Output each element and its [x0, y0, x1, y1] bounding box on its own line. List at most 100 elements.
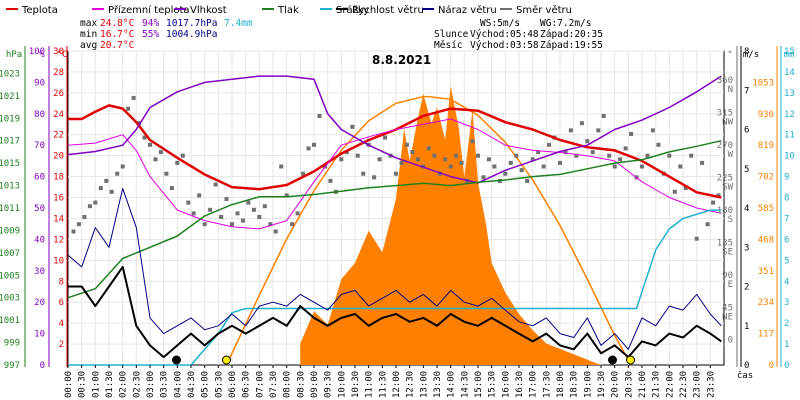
wind-direction-point: [317, 114, 322, 118]
x-tick-label: 23:30: [706, 371, 716, 398]
x-tick-label: 22:00: [665, 371, 675, 398]
wind-direction-tick-label: SE: [722, 247, 733, 257]
x-tick-label: 10:00: [337, 371, 347, 398]
wind-direction-point: [197, 193, 202, 198]
wind-direction-point: [273, 229, 278, 234]
rain-tick-label: 5: [784, 256, 789, 266]
x-tick-label: 14:00: [447, 371, 457, 398]
sun-event-marker: [626, 355, 635, 365]
wind-direction-point: [71, 229, 76, 234]
legend-label: Vlhkost: [190, 5, 227, 16]
stat-min-hum: 55%: [142, 29, 159, 40]
grid: [68, 50, 724, 365]
rain-tick-label: 3: [784, 298, 789, 308]
temperature-tick-label: 28: [53, 68, 64, 78]
legend-label: Náraz větru: [438, 4, 497, 16]
rain-tick-label: 1: [784, 340, 789, 350]
pressure-tick-label: 997: [4, 361, 20, 371]
wind-direction-point: [459, 160, 464, 165]
wind-direction-point: [230, 222, 234, 227]
rain-tick-label: 10: [784, 152, 795, 162]
x-tick-label: 21:00: [638, 371, 648, 398]
wind-direction-point: [295, 211, 300, 216]
wind-speed-tick-label: 3: [744, 243, 749, 253]
temperature-tick-label: 2: [59, 340, 64, 350]
solar-tick-label: 117: [758, 330, 774, 340]
stat-min-label: min: [80, 29, 97, 40]
pressure-tick-label: 1001: [0, 316, 20, 326]
x-tick-label: 15:00: [474, 371, 484, 398]
stat-avg-temp: 20.7°C: [100, 40, 134, 51]
wind-direction-point: [186, 200, 191, 205]
solar-tick-label: 0: [769, 361, 774, 371]
x-tick-label: 02:00: [119, 371, 129, 398]
x-axis-label: čas: [737, 370, 753, 381]
wind-direction-point: [678, 164, 683, 169]
x-tick-label: 07:30: [269, 371, 279, 398]
legend-label: Srážky: [336, 4, 369, 16]
wind-direction-tick-label: 270: [717, 141, 733, 151]
moon-rise: Východ:03:58: [470, 40, 539, 51]
wind-direction-tick-label: 0: [728, 336, 733, 346]
wind-direction-point: [568, 128, 573, 133]
wind-direction-point: [536, 150, 541, 155]
x-tick-label: 12:30: [406, 371, 416, 398]
wind-direction-point: [689, 153, 694, 158]
stat-max-hum: 94%: [142, 18, 159, 29]
wind-direction-point: [262, 204, 267, 209]
legend-item: Náraz větru: [422, 4, 497, 16]
theoretical-radiation-line: [225, 95, 632, 366]
rain-tick-label: 2: [784, 319, 789, 329]
wind-direction-point: [618, 157, 623, 162]
wind-direction-point: [394, 171, 398, 176]
wind-direction-point: [137, 121, 142, 126]
solar-tick-label: 234: [758, 298, 774, 308]
wind-direction-point: [328, 178, 333, 183]
wind-direction-point: [716, 193, 721, 198]
wind-speed-tick-label: 7: [744, 86, 749, 96]
wind-direction-tick-label: N: [728, 85, 733, 95]
stat-max-temp: 24.8°C: [100, 18, 134, 29]
solar-tick-label: 468: [758, 235, 774, 245]
x-tick-label: 09:00: [310, 371, 320, 398]
rain-tick-label: 4: [784, 277, 789, 287]
rain-tick-label: 8: [784, 194, 789, 204]
solar-tick-label: 936: [758, 110, 774, 120]
stat-max-label: max: [80, 18, 97, 29]
legend-item: Teplota: [6, 5, 58, 16]
x-tick-label: 09:30: [324, 371, 334, 398]
x-tick-label: 07:00: [255, 371, 265, 398]
wind-direction-point: [558, 160, 562, 165]
legend-item: Tlak: [262, 5, 299, 16]
humidity-tick-label: 100: [29, 47, 45, 57]
wind-direction-point: [476, 153, 480, 158]
temperature-line: [68, 104, 722, 199]
x-tick-label: 04:30: [187, 371, 197, 398]
wind-direction-point: [503, 171, 508, 176]
wind-direction-point: [208, 207, 213, 212]
wind-direction-point: [514, 153, 519, 158]
solar-tick-label: 702: [758, 173, 774, 183]
temperature-tick-label: 30: [53, 47, 64, 57]
temperature-tick-label: 12: [53, 235, 64, 245]
wind-direction-point: [590, 150, 595, 155]
humidity-tick-label: 10: [34, 330, 45, 340]
wind-speed-tick-label: 6: [744, 126, 749, 136]
wind-direction-point: [191, 211, 196, 216]
wind-direction-point: [656, 142, 661, 147]
solar-tick-label: 1053: [752, 78, 774, 88]
wind-direction-point: [448, 164, 453, 169]
temperature-tick-label: 22: [53, 131, 64, 141]
wind-direction-point: [640, 164, 644, 169]
temperature-tick-label: 20: [53, 152, 64, 162]
moon-event-marker: [172, 355, 181, 365]
solar-tick-label: 351: [758, 267, 774, 277]
wind-direction-tick-label: 225: [717, 173, 733, 183]
wind-direction-point: [213, 182, 218, 187]
wind-direction-point: [607, 153, 612, 158]
wind-speed-tick-label: 2: [744, 283, 749, 293]
rain-tick-label: 12: [784, 110, 795, 120]
pressure-tick-label: 1017: [0, 137, 20, 147]
pressure-tick-label: 999: [4, 339, 20, 349]
